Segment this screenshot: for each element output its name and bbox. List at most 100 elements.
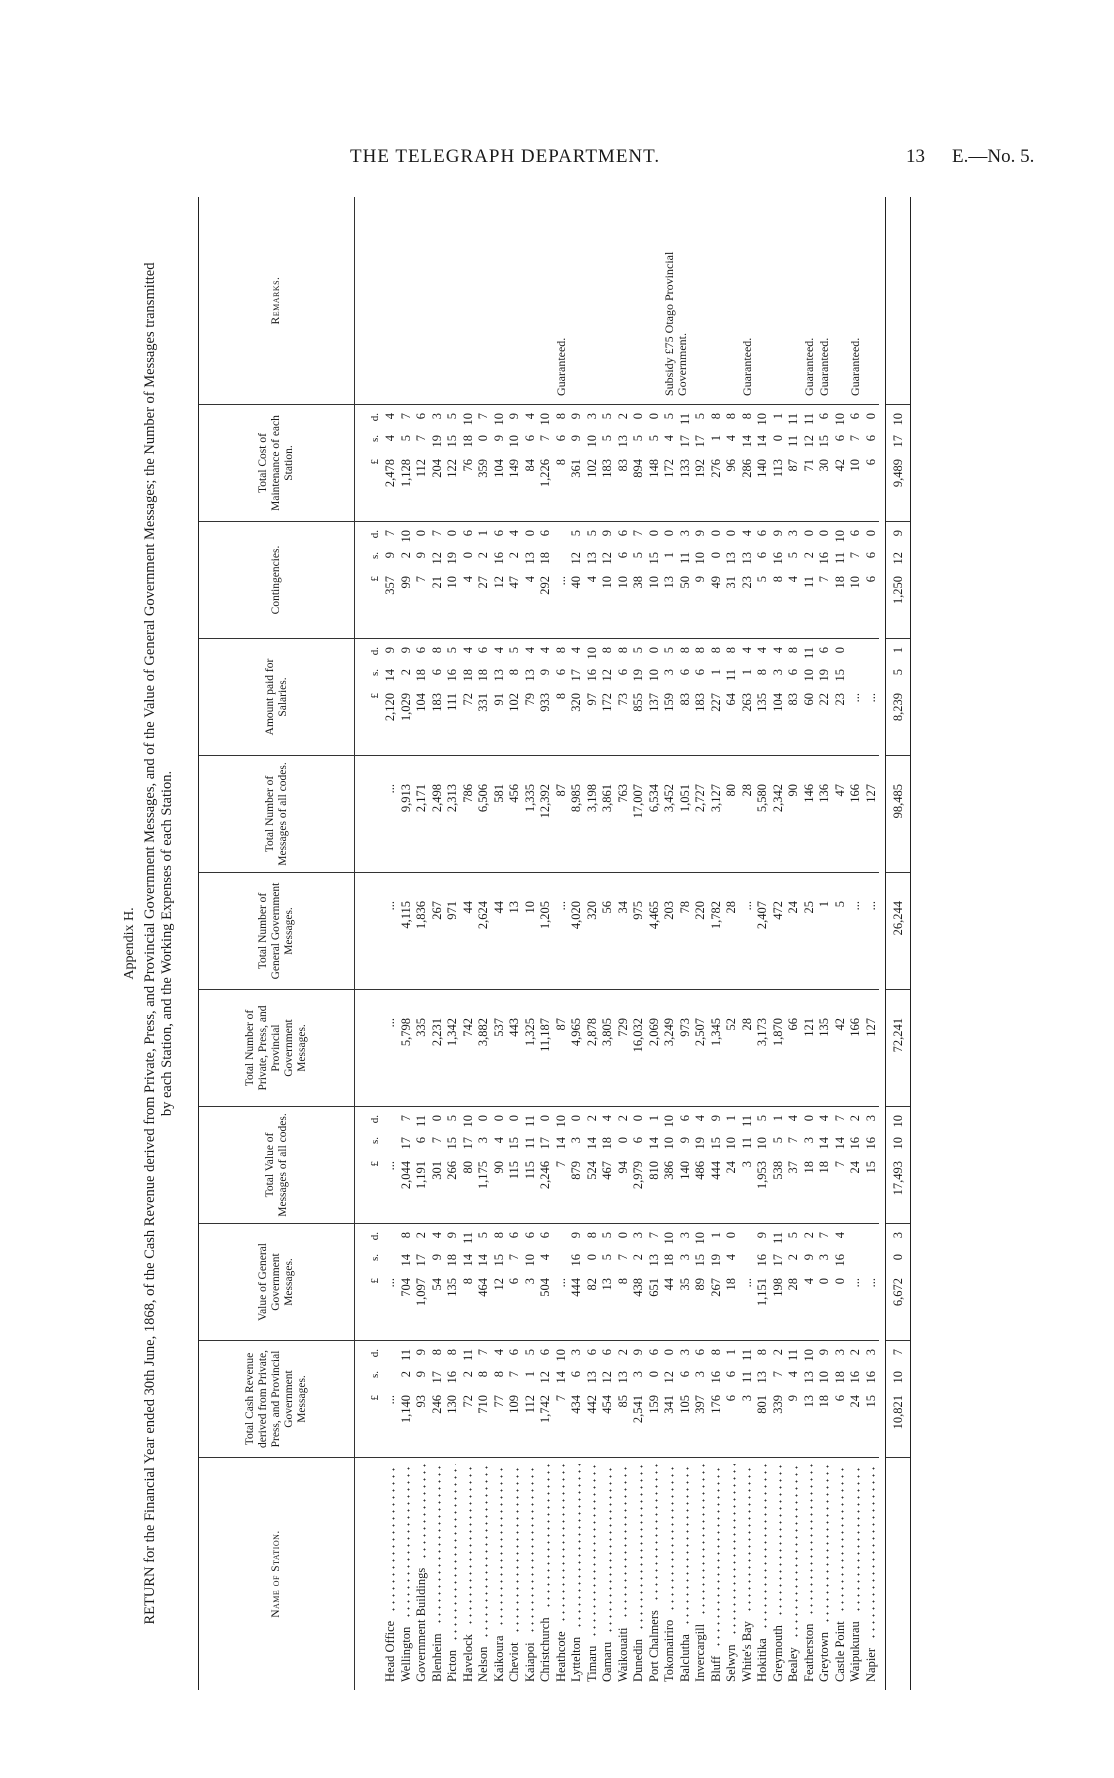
salaries-cell-pounds: 64: [724, 693, 738, 706]
salaries-cell: 83 6 8: [677, 638, 693, 755]
gen-value-cell-shillings: 16: [832, 1254, 847, 1267]
gen-value-cell-pounds: 4: [801, 1278, 816, 1285]
gen-value-cell-pence: 10: [662, 1232, 676, 1245]
gen-value-cell: ...: [739, 1223, 755, 1340]
total-cost-cell-pounds: 102: [584, 459, 599, 478]
total-value-cell: 1,953 10 5: [755, 1106, 771, 1223]
salaries-cell-pence: 8: [708, 647, 723, 654]
contingencies-cell-shillings: 11: [677, 552, 692, 565]
total-cost-cell-shillings: 5: [631, 435, 645, 442]
salaries-cell-shillings: 6: [429, 669, 444, 676]
total-cost-cell-pounds: 192: [693, 459, 707, 478]
salaries-cell-pence: 11: [801, 647, 816, 660]
salaries-cell-pence: 6: [817, 647, 831, 654]
station-cell: Picton: [445, 1457, 461, 1690]
total-cost-cell-shillings: 6: [553, 435, 568, 442]
total-value-cell-shillings: 10: [755, 1137, 769, 1150]
gen-value-cell-shillings: [864, 1254, 880, 1278]
total-cost-cell-pence: 6: [817, 413, 831, 420]
return-title: RETURN for the Financial Year ended 30th…: [142, 262, 175, 1625]
gen-value-cell-pounds: 35: [677, 1278, 692, 1291]
total-value-cell: ...: [383, 1106, 399, 1223]
salaries-cell-pence: 8: [724, 647, 738, 654]
total-cost-cell-shillings: 10: [584, 435, 599, 448]
total-cost-cell-pounds: 122: [445, 459, 459, 478]
gen-value-cell-shillings: 17: [770, 1254, 785, 1267]
contingencies-cell-pence: [554, 530, 570, 552]
num-total-cell: 456: [507, 755, 523, 872]
total-value-cell-pounds: 90: [491, 1161, 506, 1174]
unit-blank: [355, 197, 383, 404]
total-cost-cell: 133 17 11: [677, 404, 693, 521]
contingencies-cell-pence: 6: [491, 530, 506, 537]
total-cost-cell-shillings: 19: [429, 435, 444, 448]
num-private-cell: 443: [507, 989, 523, 1106]
total-total-value-pounds: 17,493: [891, 1161, 905, 1196]
salaries-cell-shillings: 18: [414, 669, 428, 682]
station-cell: Napier: [863, 1457, 879, 1690]
contingencies-cell: 7 9 0: [414, 521, 430, 638]
salaries-cell-pounds: 104: [414, 693, 428, 712]
cash-cell-pounds: 341: [662, 1395, 676, 1414]
total-cost-cell-pounds: 172: [662, 459, 676, 478]
contingencies-cell-pence: 0: [522, 530, 537, 537]
contingencies-cell-shillings: 9: [383, 552, 397, 559]
header-contingencies: Contingencies.: [199, 521, 354, 638]
num-general-cell: 5: [832, 872, 848, 989]
total-cost-cell-pence: 10: [832, 413, 847, 426]
salaries-cell-pounds: ...: [863, 693, 878, 703]
salaries-cell: 172 12 8: [600, 638, 616, 755]
total-value-cell-shillings: 14: [553, 1137, 568, 1150]
total-value-cell-shillings: 14: [817, 1137, 831, 1150]
num-total-cell: 1,051: [677, 755, 693, 872]
total-value-cell: 115 11 11: [522, 1106, 538, 1223]
total-cost-cell-pounds: 83: [615, 459, 630, 472]
total-value-cell-pence: 4: [600, 1115, 614, 1122]
table-row: Lyttelton 434 6 3 444 16 9 879 3 0 4,965 4,020 8,985…: [569, 197, 585, 1690]
gen-value-cell: 504 4 6: [538, 1223, 554, 1340]
total-value-cell: 115 15 0: [507, 1106, 523, 1223]
salaries-cell-pounds: 227: [708, 693, 723, 712]
station-name: Greymouth: [770, 1625, 785, 1682]
header-cash: Total Cash Revenue derived from Private,…: [199, 1340, 354, 1457]
contingencies-cell-pounds: 357: [383, 576, 397, 595]
contingencies-cell-pounds: 4: [522, 576, 537, 583]
gen-value-cell-pence: 11: [460, 1232, 475, 1245]
salaries-cell-shillings: 3: [770, 669, 785, 676]
salaries-cell: 8 6 8: [553, 638, 569, 755]
salaries-cell: 320 17 4: [569, 638, 585, 755]
num-private-cell: 52: [724, 989, 740, 1106]
total-cost-cell-pence: 4: [383, 413, 397, 420]
station-name: Selwyn: [724, 1644, 738, 1683]
contingencies-cell-pounds: 50: [677, 576, 692, 589]
num-general-cell: 44: [460, 872, 476, 989]
station-cell: Dunedin: [631, 1457, 647, 1690]
salaries-cell-pence: 8: [429, 647, 444, 654]
total-value-cell-pounds: 467: [600, 1161, 614, 1180]
total-cost-cell-shillings: 5: [646, 435, 661, 442]
contingencies-cell-pence: 0: [724, 530, 738, 537]
salaries-cell: 137 10 0: [646, 638, 662, 755]
cash-cell-pounds: 454: [600, 1395, 614, 1414]
num-general-cell: 78: [677, 872, 693, 989]
totals-row: 10,821 10 7 6,672 0 3 17,493 10 10 72,241 26,244 98…: [885, 197, 910, 1690]
contingencies-cell-pence: 4: [739, 530, 754, 537]
total-cost-cell-pence: 1: [770, 413, 785, 420]
total-value-cell-pence: 7: [832, 1115, 847, 1122]
cash-cell-shillings: 14: [553, 1371, 568, 1384]
cash-cell-pence: 8: [755, 1349, 769, 1356]
contingencies-cell-shillings: 6: [755, 552, 769, 559]
num-total-cell: 1,335: [522, 755, 538, 872]
total-cost-cell: 30 15 6: [817, 404, 833, 521]
num-total-cell: 3,127: [708, 755, 724, 872]
total-cost-cell-pounds: 104: [491, 459, 506, 478]
table-row: Bealey 9 4 11 28 2 5 37 7 4 66 24 90 83 6 8 4 5 3 87 11 11: [786, 197, 802, 1690]
num-total-cell: 5,580: [755, 755, 771, 872]
num-total-cell: 6,506: [476, 755, 492, 872]
salaries-cell: ...: [863, 638, 879, 755]
contingencies-cell-shillings: 16: [817, 552, 831, 565]
cash-cell-pounds: 434: [569, 1395, 583, 1414]
table-row: Dunedin 2,541 3 9 438 2 3 2,979 6 0 16,032 975 17,00…: [631, 197, 647, 1690]
salaries-cell-shillings: 6: [677, 669, 692, 676]
gen-value-cell-shillings: 18: [445, 1254, 459, 1267]
